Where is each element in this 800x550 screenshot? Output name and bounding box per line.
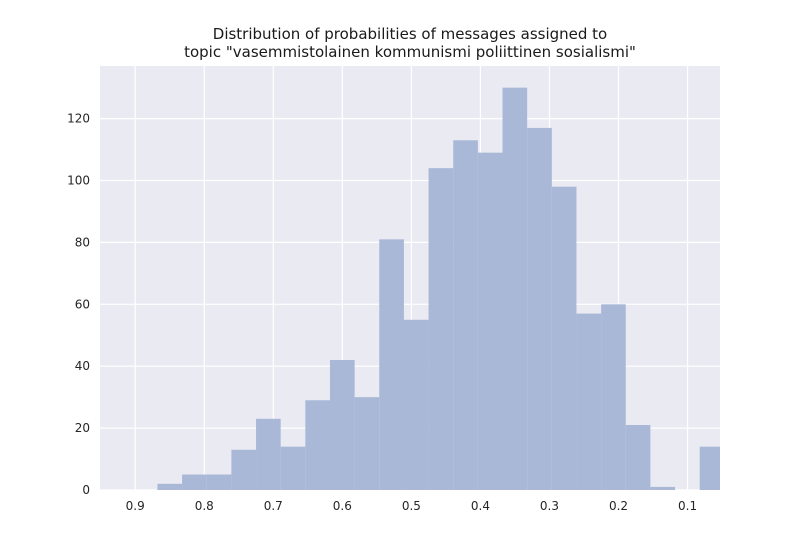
y-tick-label: 80 bbox=[75, 235, 90, 249]
histogram-bar bbox=[477, 152, 503, 491]
histogram-bars bbox=[157, 87, 720, 491]
histogram-bar bbox=[329, 360, 355, 490]
histogram-bar bbox=[157, 483, 183, 490]
x-tick-label: 0.1 bbox=[678, 499, 697, 513]
y-tick-label: 60 bbox=[75, 297, 90, 311]
histogram-bar bbox=[256, 418, 281, 490]
histogram-bar bbox=[453, 140, 478, 490]
y-axis-ticks: 0 20 40 60 80 100 120 bbox=[67, 112, 90, 497]
y-tick-label: 120 bbox=[67, 112, 90, 126]
x-tick-label: 0.7 bbox=[264, 499, 283, 513]
y-tick-label: 20 bbox=[75, 421, 90, 435]
histogram-bar bbox=[699, 446, 720, 490]
histogram-bar bbox=[354, 397, 380, 490]
histogram-bar bbox=[527, 127, 552, 490]
y-tick-label: 100 bbox=[67, 174, 90, 188]
histogram-bar bbox=[650, 486, 676, 490]
x-tick-label: 0.4 bbox=[471, 499, 490, 513]
histogram-bar bbox=[280, 446, 306, 490]
histogram-bar bbox=[305, 400, 330, 490]
y-tick-label: 0 bbox=[82, 483, 90, 497]
histogram-bar bbox=[403, 319, 429, 490]
histogram-bar bbox=[206, 474, 232, 490]
histogram-bar bbox=[182, 474, 207, 490]
x-tick-label: 0.3 bbox=[540, 499, 559, 513]
x-tick-label: 0.9 bbox=[126, 499, 145, 513]
histogram-bar bbox=[502, 87, 528, 490]
y-tick-label: 40 bbox=[75, 359, 90, 373]
x-axis-ticks: 0.9 0.8 0.7 0.6 0.5 0.4 0.3 0.2 0.1 bbox=[126, 499, 697, 513]
x-tick-label: 0.2 bbox=[609, 499, 628, 513]
histogram-bar bbox=[576, 313, 602, 490]
histogram-bar bbox=[601, 304, 626, 490]
histogram-bar bbox=[625, 425, 651, 490]
chart-title-line-2: topic "vasemmistolainen kommunismi polii… bbox=[184, 43, 636, 61]
histogram-bar bbox=[428, 168, 454, 490]
x-tick-label: 0.8 bbox=[195, 499, 214, 513]
chart-title-line-1: Distribution of probabilities of message… bbox=[212, 25, 608, 43]
x-tick-label: 0.6 bbox=[333, 499, 352, 513]
histogram-bar bbox=[379, 239, 404, 490]
histogram-bar bbox=[231, 449, 257, 490]
histogram-bar bbox=[551, 186, 577, 490]
x-tick-label: 0.5 bbox=[402, 499, 421, 513]
